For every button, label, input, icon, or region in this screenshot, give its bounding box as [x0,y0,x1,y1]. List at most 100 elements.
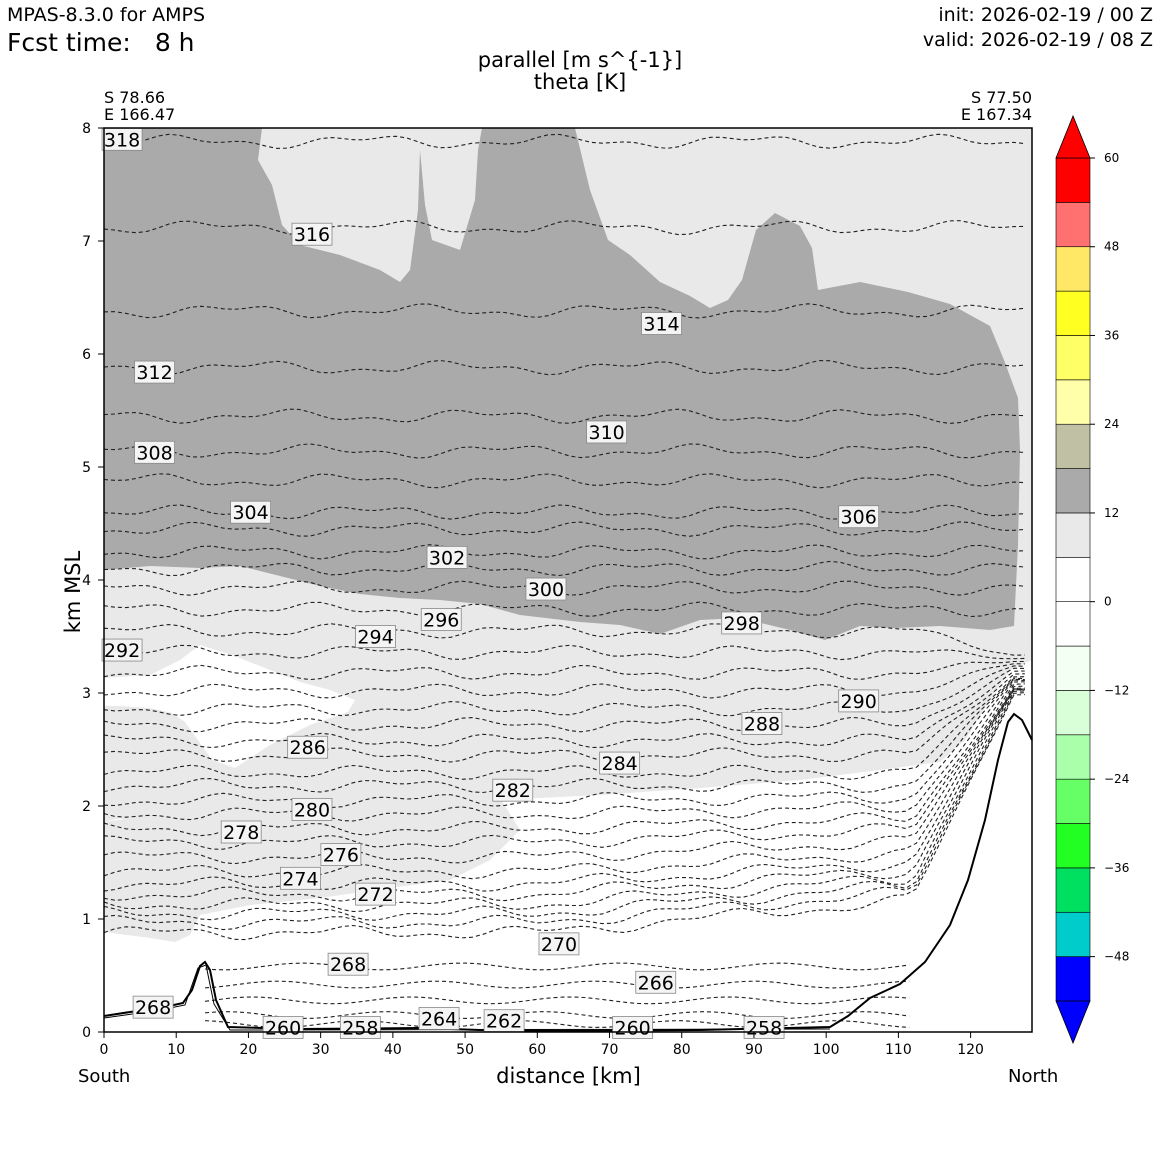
theta-label: 314 [641,312,682,335]
theta-label: 258 [339,1016,381,1039]
theta-label-text: 290 [841,691,877,713]
theta-label-box [132,995,174,1019]
x-tick-label: 80 [673,1042,691,1058]
colorbar-segment [1055,423,1091,469]
theta-contour [103,677,1025,794]
theta-label-box [134,360,175,384]
colorbar-tick-label: 12 [1104,506,1119,520]
theta-label: 296 [420,608,462,632]
theta-label: 266 [635,970,677,994]
theta-label-box [262,1016,304,1039]
theta-label-text: 310 [589,422,625,444]
colorbar-tick-label: −24 [1104,772,1129,786]
theta-label-text: 302 [429,547,465,569]
north-end-label: North [1008,1066,1059,1087]
colorbar-segment [1055,202,1091,248]
theta-label: 300 [525,577,567,601]
theta-label-box [612,1016,654,1039]
theta-label: 276 [320,843,362,867]
theta-label-box [420,608,462,631]
theta-label: 302 [426,546,468,569]
y-tick-label: 6 [82,347,91,363]
theta-contour [205,962,910,971]
theta-label: 310 [586,420,628,444]
theta-label: 260 [612,1016,654,1039]
theta-label-box [291,222,333,246]
forecast-time-label: Fcst time: [7,28,131,57]
theta-contour [103,623,1025,656]
y-axis-label: km MSL [61,550,86,634]
colorbar-segment [1055,379,1091,425]
colorbar-segment [1055,601,1091,647]
theta-label-box [327,952,369,976]
colorbar-tick-label: 60 [1104,151,1119,165]
theta-label-box [287,735,329,759]
theta-label-box [741,712,783,735]
shade-white-lower [104,660,1032,1032]
wind-shading [104,128,1032,1032]
right-longitude: E 167.34 [960,105,1032,124]
theta-label: 272 [355,882,396,906]
theta-label-box [355,882,396,906]
theta-contour [205,996,910,1005]
theta-label: 258 [743,1016,785,1039]
theta-label-box [355,625,396,648]
theta-label-text: 258 [746,1017,782,1039]
theta-label: 262 [483,1009,525,1033]
y-tick-label: 4 [82,573,91,589]
colorbar: 60 48 36 24 12 0 −12 −24 −36 −48 [1055,114,1129,1045]
theta-label-box [320,843,362,866]
theta-contour [103,601,1025,618]
theta-label-box [280,866,321,890]
colorbar-segment [1055,734,1091,780]
shade-light-patch [738,140,768,210]
left-endpoint: S 78.66 E 166.47 [104,89,175,123]
x-tick-label: 0 [100,1042,109,1058]
theta-label-box [230,500,272,524]
theta-contour [103,670,1025,749]
theta-label-text: 258 [342,1017,378,1039]
theta-label-text: 264 [421,1008,457,1030]
theta-label-box [525,577,567,601]
colorbar-segment [1055,512,1091,558]
south-end-label: South [78,1066,131,1087]
theta-label: 278 [220,820,262,844]
y-tick-label: 3 [82,686,91,702]
model-title: MPAS-8.3.0 for AMPS [7,4,206,26]
theta-label-box [339,1016,381,1039]
theta-label-box [101,638,143,662]
x-tick-label: 40 [384,1042,402,1058]
colorbar-segment [1055,157,1091,203]
theta-label-text: 306 [841,507,877,529]
theta-label: 298 [721,611,763,635]
theta-contour [103,220,1025,236]
chart-title: parallel [m s^{-1}] [477,48,683,72]
theta-label: 316 [291,222,333,246]
theta-contour [103,679,1025,822]
theta-contour [103,644,1025,661]
x-axis-label: distance [km] [496,1064,641,1088]
colorbar-segment [1055,335,1091,381]
colorbar-segment [1055,778,1091,824]
y-tick-label: 1 [82,912,91,928]
init-time: init: 2026-02-19 / 00 Z [938,4,1153,26]
theta-label-text: 314 [643,313,679,335]
colorbar-segment [1055,468,1091,514]
theta-label-text: 274 [282,868,318,890]
theta-label-box [291,797,333,821]
theta-label-text: 270 [541,934,577,956]
theta-label-box [134,440,175,464]
theta-contour [103,685,1025,865]
x-tick-label: 60 [528,1042,546,1058]
theta-label-text: 272 [357,884,393,906]
theta-label-text: 312 [136,362,172,384]
colorbar-segment [1055,645,1091,691]
theta-label-text: 304 [232,502,268,524]
theta-label: 308 [134,440,175,464]
theta-label-box [838,505,880,529]
theta-contour [103,687,1025,880]
theta-contour [103,521,1025,537]
colorbar-tick-label: −12 [1104,683,1129,697]
theta-label: 282 [492,778,534,802]
theta-contour [205,1011,910,1019]
